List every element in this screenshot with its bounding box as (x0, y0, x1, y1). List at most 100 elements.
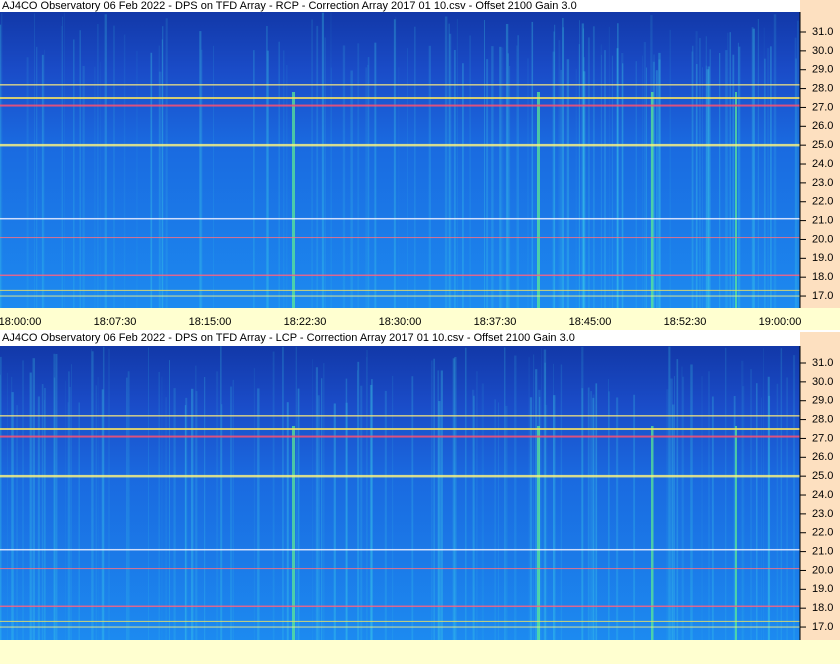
y-tick-label: 30.0 (812, 45, 833, 57)
streak (173, 388, 176, 640)
streak (44, 399, 46, 640)
x-tick-label: 18:07:30 (94, 316, 137, 328)
streak (529, 397, 533, 640)
streak (257, 388, 260, 640)
streak (113, 25, 115, 308)
y-tick-label: 23.0 (812, 508, 833, 520)
streak (295, 346, 297, 640)
streak (82, 65, 85, 308)
streak (705, 36, 707, 309)
streak (437, 370, 440, 640)
streak (545, 404, 548, 640)
streak (253, 368, 255, 640)
streak (505, 405, 508, 640)
streak (94, 66, 96, 308)
streak (371, 379, 373, 640)
streak (41, 384, 44, 640)
streak (11, 392, 14, 640)
streak (367, 57, 370, 308)
streak (544, 362, 546, 640)
x-tick-label: 18:30:00 (379, 316, 422, 328)
streak (531, 21, 534, 309)
streak (653, 54, 655, 308)
streak (398, 67, 400, 308)
streak (669, 29, 671, 309)
streak (150, 52, 153, 308)
streak (1, 13, 3, 308)
streak (727, 32, 729, 309)
band-line (0, 605, 800, 608)
streak (36, 46, 38, 309)
streak (776, 383, 779, 640)
band-line (0, 474, 800, 478)
streak (357, 361, 360, 640)
streak (0, 356, 2, 640)
streak (668, 346, 671, 640)
burst (735, 426, 737, 640)
streak (330, 67, 332, 308)
streak (367, 64, 369, 308)
streak (701, 376, 703, 640)
burst (292, 92, 295, 308)
streak (414, 26, 416, 309)
streak (795, 58, 798, 308)
streak (312, 359, 313, 640)
streak (792, 355, 796, 640)
streak (315, 367, 319, 640)
streak (476, 371, 478, 640)
streak (499, 46, 502, 308)
streak (583, 57, 585, 308)
streak (453, 49, 456, 308)
time-axis-bar (0, 640, 840, 664)
y-tick-label: 29.0 (812, 64, 833, 76)
band-line (0, 237, 800, 239)
streak (342, 45, 346, 309)
streak (169, 360, 170, 640)
streak (7, 372, 8, 640)
y-tick-label: 21.0 (812, 546, 833, 558)
streak (272, 351, 275, 640)
streak (517, 35, 519, 308)
streak (230, 386, 233, 640)
streak (384, 390, 387, 640)
streak (698, 38, 701, 309)
streak (587, 387, 590, 640)
y-tick-label: 28.0 (812, 82, 833, 94)
streak (729, 32, 731, 309)
streak (562, 27, 564, 308)
streak (136, 50, 138, 308)
streak (670, 378, 673, 640)
streak (95, 385, 97, 640)
streak (725, 347, 727, 640)
band-line (0, 548, 800, 551)
burst (292, 426, 295, 640)
y-tick-label: 28.0 (812, 413, 833, 425)
streak (794, 37, 797, 308)
streak (737, 42, 739, 309)
streak (369, 384, 373, 640)
streak (345, 402, 348, 640)
streak (768, 395, 771, 640)
streak (433, 358, 435, 640)
streak (769, 46, 772, 308)
streak (393, 19, 396, 309)
streak (165, 18, 168, 308)
streak (108, 348, 110, 640)
streak (566, 59, 570, 308)
streak (491, 46, 494, 309)
streak (646, 67, 647, 308)
x-tick-label: 18:52:30 (664, 316, 707, 328)
streak (472, 395, 475, 640)
streak (213, 45, 214, 308)
y-tick-label: 25.0 (812, 470, 833, 482)
streak (581, 346, 584, 640)
streak (621, 52, 624, 308)
streak (350, 70, 353, 309)
streak (97, 23, 99, 309)
streak (553, 31, 555, 309)
streak (701, 67, 704, 308)
streak (123, 34, 126, 309)
streak (611, 55, 613, 308)
streak (161, 376, 163, 640)
streak (676, 359, 679, 640)
